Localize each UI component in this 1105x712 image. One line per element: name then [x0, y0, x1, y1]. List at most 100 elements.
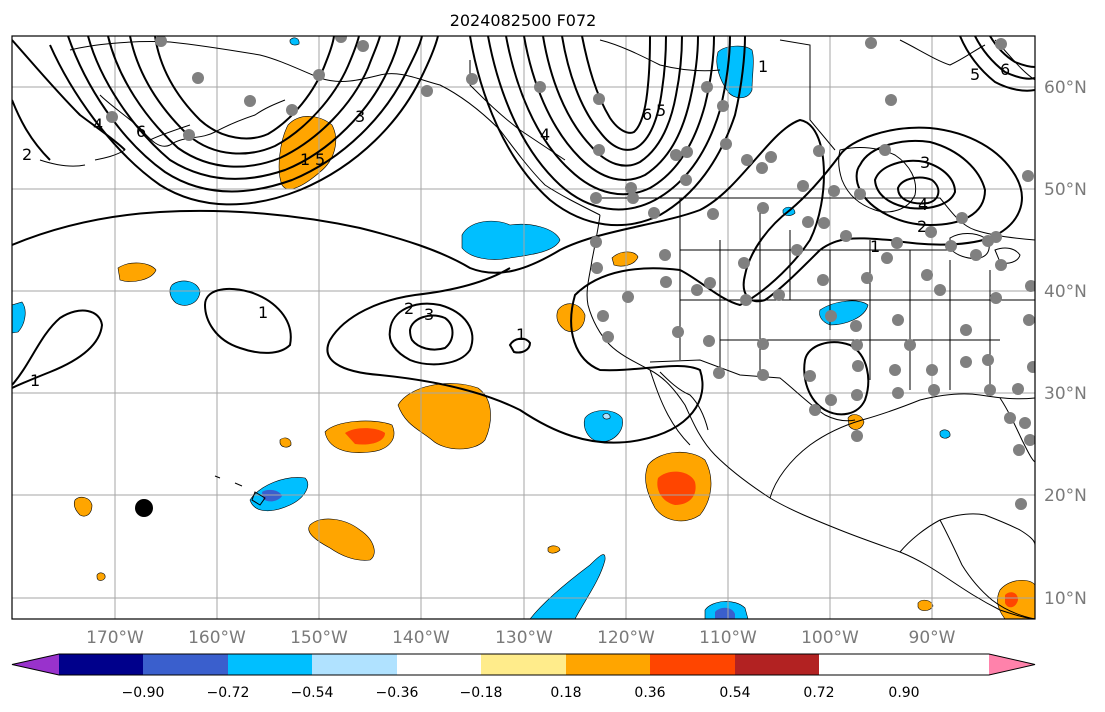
station-marker: [357, 40, 369, 52]
station-marker: [622, 291, 634, 303]
station-marker: [990, 292, 1002, 304]
lon-label: 100°W: [801, 628, 859, 648]
station-marker: [1022, 170, 1034, 182]
station-marker: [851, 339, 863, 351]
station-marker: [982, 235, 994, 247]
florida: [999, 397, 1035, 463]
station-marker: [244, 95, 256, 107]
contour-line: [87, 36, 401, 180]
contour-label: 1: [258, 303, 268, 322]
latitude-labels: 60°N 50°N 40°N 30°N 20°N 10°N: [1044, 78, 1087, 609]
station-marker: [960, 324, 972, 336]
negative-anomaly-area: [289, 37, 300, 46]
station-marker: [773, 289, 785, 301]
negative-anomaly-area: [262, 489, 282, 502]
contour-line: [12, 39, 126, 151]
station-marker: [590, 236, 602, 248]
station-marker: [590, 192, 602, 204]
positive-anomaly-area: [73, 496, 93, 517]
station-marker: [1019, 417, 1031, 429]
station-marker: [740, 294, 752, 306]
station-marker: [704, 277, 716, 289]
contour-label: 4: [918, 195, 928, 214]
station-marker: [713, 367, 725, 379]
station-marker: [659, 249, 671, 261]
map-frame: [11, 35, 1036, 620]
colorbar-tick-label: 0.54: [719, 685, 750, 701]
colorbar-tick-label: −0.90: [122, 685, 165, 701]
colorbar-segment: [143, 654, 228, 675]
contour-line: [742, 126, 1023, 303]
contour-line: [129, 36, 360, 155]
station-marker: [707, 208, 719, 220]
station-marker: [670, 149, 682, 161]
positive-anomaly-area: [611, 251, 639, 267]
station-marker: [625, 182, 637, 194]
contour-label: 1: [758, 57, 768, 76]
station-marker: [1004, 412, 1016, 424]
station-marker: [851, 430, 863, 442]
station-marker: [879, 144, 891, 156]
station-marker: [813, 145, 825, 157]
colorbar-tick-label: −0.36: [376, 685, 419, 701]
colorbar-tick-label: −0.72: [207, 685, 250, 701]
contour-line: [12, 118, 825, 444]
positive-anomaly-area: [96, 572, 106, 581]
contour-label: 5: [656, 101, 666, 120]
lat-label: 10°N: [1044, 589, 1087, 609]
station-marker: [703, 335, 715, 347]
contour-labels: 2 4 6 1 5 3 4 6 5 1 3 4 2 1 5 6 1 2 3 1 …: [22, 57, 1010, 390]
station-marker: [889, 364, 901, 376]
station-marker: [106, 111, 118, 123]
station-marker: [466, 73, 478, 85]
station-marker: [534, 81, 546, 93]
colorbar: [11, 653, 1036, 676]
station-marker: [1013, 444, 1025, 456]
station-marker: [286, 104, 298, 116]
station-marker: [741, 154, 753, 166]
contour-label: 5: [970, 65, 980, 84]
lat-label: 60°N: [1044, 78, 1087, 98]
colorbar-segment: [735, 654, 819, 675]
station-marker: [852, 360, 864, 372]
station-marker: [945, 240, 957, 252]
lon-label: 160°W: [188, 628, 246, 648]
colorbar-extend-min: [12, 654, 59, 675]
station-marker: [1015, 498, 1027, 510]
station-marker: [660, 276, 672, 288]
colorbar-extend-max: [989, 654, 1035, 675]
station-marker: [828, 185, 840, 197]
station-marker: [1024, 434, 1035, 446]
station-marker: [591, 262, 603, 274]
station-marker: [313, 69, 325, 81]
station-marker: [738, 257, 750, 269]
longitude-labels: 170°W 160°W 150°W 140°W 130°W 120°W 110°…: [86, 628, 956, 648]
station-marker: [597, 310, 609, 322]
contour-line: [203, 287, 292, 354]
station-marker: [892, 314, 904, 326]
contour-line: [107, 36, 381, 168]
station-marker: [885, 94, 897, 106]
station-marker: [934, 284, 946, 296]
station-marker: [593, 144, 605, 156]
colorbar-segment: [228, 654, 312, 675]
contour-line: [974, 36, 1035, 80]
lon-label: 90°W: [909, 628, 956, 648]
contour-label: 2: [917, 217, 927, 236]
station-marker: [840, 230, 852, 242]
west-coast: [586, 214, 1035, 619]
station-marker: [797, 180, 809, 192]
contour-line: [959, 36, 1035, 92]
negative-anomaly-area: [169, 280, 201, 306]
lon-label: 150°W: [290, 628, 348, 648]
station-marker: [925, 226, 937, 238]
lat-label: 40°N: [1044, 282, 1087, 302]
positive-anomaly-area: [547, 545, 561, 554]
contour-label: 1: [30, 371, 40, 390]
station-marker: [817, 274, 829, 286]
contour-label: 6: [136, 122, 146, 141]
lon-label: 170°W: [86, 628, 144, 648]
baja-peninsula: [649, 369, 709, 446]
lat-label: 20°N: [1044, 486, 1087, 506]
